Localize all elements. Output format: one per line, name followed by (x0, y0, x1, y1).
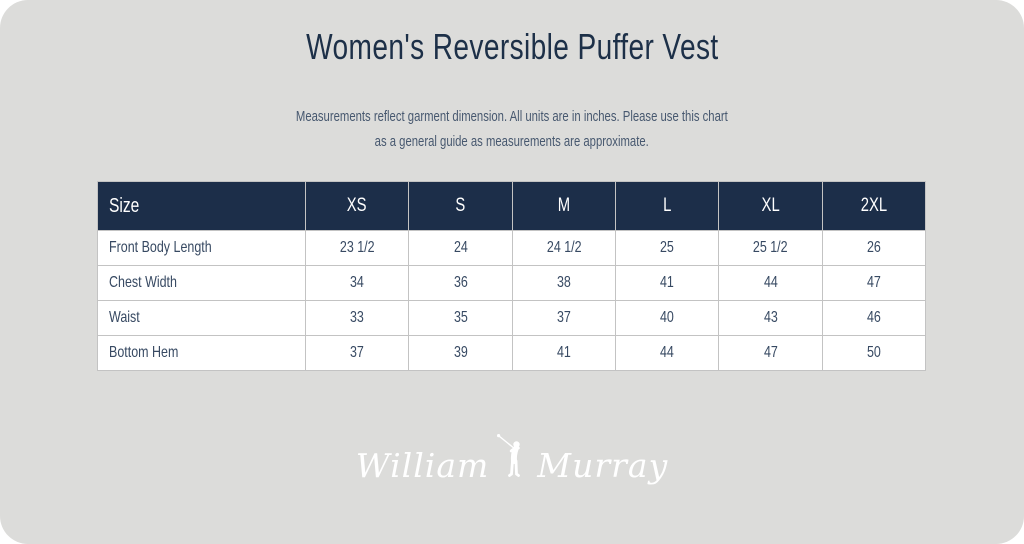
size-cell: 25 (614, 230, 720, 266)
row-label: Chest Width (97, 265, 306, 301)
header-xl: XL (718, 181, 823, 231)
header-xs: XS (304, 181, 410, 231)
size-cell: 41 (511, 335, 616, 371)
header-s: S (408, 181, 513, 231)
subtitle-line-2: as a general guide as measurements are a… (374, 134, 650, 150)
logo-word-william: William (355, 446, 490, 485)
size-cell: 47 (718, 335, 823, 371)
size-cell: 47 (821, 265, 927, 301)
size-cell: 24 (408, 230, 513, 266)
size-cell: 39 (408, 335, 513, 371)
size-cell: 24 1/2 (511, 230, 616, 266)
table-header-row: Size XS S M L XL 2XL (97, 181, 927, 231)
row-label: Front Body Length (97, 230, 306, 266)
row-label: Waist (97, 300, 306, 336)
table-row-chest-width: Chest Width 34 36 38 41 44 47 (97, 265, 927, 301)
header-m: M (511, 181, 616, 231)
page-title: Women's Reversible Puffer Vest (305, 26, 719, 67)
table-row-front-body-length: Front Body Length 23 1/2 24 24 1/2 25 25… (97, 230, 927, 266)
size-table: Size XS S M L XL 2XL Front Body Length 2… (97, 181, 927, 371)
header-2xl: 2XL (821, 181, 927, 231)
subtitle-line-1: Measurements reflect garment dimension. … (296, 109, 728, 125)
size-cell: 25 1/2 (718, 230, 823, 266)
size-cell: 40 (614, 300, 720, 336)
size-cell: 34 (304, 265, 410, 301)
size-cell: 37 (511, 300, 616, 336)
size-cell: 41 (614, 265, 720, 301)
size-cell: 37 (304, 335, 410, 371)
size-cell: 36 (408, 265, 513, 301)
table-row-bottom-hem: Bottom Hem 37 39 41 44 47 50 (97, 335, 927, 371)
size-cell: 50 (821, 335, 927, 371)
size-cell: 38 (511, 265, 616, 301)
size-cell: 35 (408, 300, 513, 336)
size-cell: 26 (821, 230, 927, 266)
golfer-icon (495, 433, 531, 484)
table-row-waist: Waist 33 35 37 40 43 46 (97, 300, 927, 336)
size-cell: 33 (304, 300, 410, 336)
size-cell: 44 (614, 335, 720, 371)
size-cell: 23 1/2 (304, 230, 410, 266)
size-cell: 46 (821, 300, 927, 336)
size-cell: 44 (718, 265, 823, 301)
logo-word-murray: Murray (537, 446, 669, 485)
size-cell: 43 (718, 300, 823, 336)
row-label: Bottom Hem (97, 335, 306, 371)
subtitle: Measurements reflect garment dimension. … (0, 105, 1024, 155)
header-size: Size (97, 181, 306, 231)
header-l: L (614, 181, 720, 231)
brand-logo: William Murray (0, 434, 1024, 485)
